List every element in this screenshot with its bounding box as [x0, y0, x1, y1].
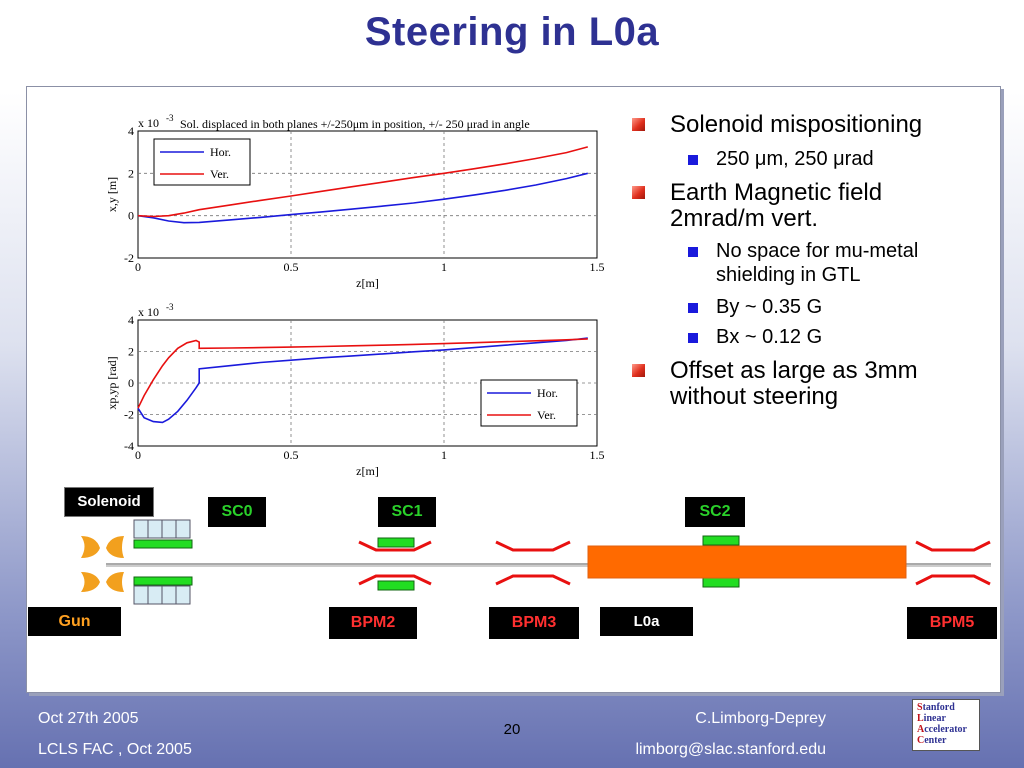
y-tick-label: -2 — [124, 251, 134, 265]
solenoid-coil-icon — [133, 519, 191, 605]
bullet-text: By ~ 0.35 G — [716, 296, 823, 318]
bullet-marker-icon — [632, 364, 645, 377]
scale-exponent: -3 — [166, 302, 174, 312]
label-sc2: SC2 — [685, 497, 745, 527]
scale-label: x 10 — [138, 305, 159, 319]
x-axis-label: z[m] — [356, 464, 379, 478]
label-solenoid: Solenoid — [64, 487, 154, 517]
footer-event: LCLS FAC , Oct 2005 — [38, 741, 192, 758]
legend-box — [153, 138, 251, 186]
label-l0a: L0a — [600, 607, 693, 636]
label-bpm5: BPM5 — [907, 607, 997, 639]
x-tick-label: 0.5 — [284, 260, 299, 274]
bullet-marker-icon — [688, 303, 698, 313]
bullet-marker-icon — [632, 186, 645, 199]
series-line-ver — [137, 338, 588, 409]
bullet-marker-icon — [688, 155, 698, 165]
x-tick-label: 1.5 — [590, 260, 605, 274]
bullet-text: without steering — [670, 383, 839, 410]
bullet-marker-icon — [632, 118, 645, 131]
scale-exponent: -3 — [166, 113, 174, 123]
x-axis-label: z[m] — [356, 276, 379, 290]
footer-email: limborg@slac.stanford.edu — [635, 741, 826, 758]
x-tick-label: 1.5 — [590, 448, 605, 462]
legend-label: Ver. — [210, 167, 229, 181]
x-tick-label: 0 — [135, 260, 141, 274]
page-number: 20 — [503, 721, 521, 738]
label-sc1: SC1 — [378, 497, 436, 527]
y-tick-label: 0 — [128, 376, 134, 390]
bullet-text: 250 μm, 250 μrad — [716, 148, 874, 170]
logo-line: Linear — [917, 713, 946, 724]
accelerator-section — [587, 545, 907, 579]
chart-title: Sol. displaced in both planes +/-250μm i… — [180, 117, 530, 131]
y-tick-label: -4 — [124, 439, 134, 453]
slide-title: Steering in L0a — [364, 10, 660, 54]
bullet-marker-icon — [688, 247, 698, 257]
x-tick-label: 1 — [441, 448, 447, 462]
legend-label: Ver. — [537, 408, 556, 422]
y-tick-label: 2 — [128, 166, 134, 180]
logo-line: Stanford — [917, 702, 955, 713]
bullet-text: Offset as large as 3mm — [670, 357, 918, 384]
legend-box — [480, 379, 578, 427]
y-axis-label: xp,yp [rad] — [105, 356, 119, 409]
series-line-hor — [137, 337, 588, 424]
angle-chart: 0 0.5 1 1.5 -4 -2 0 2 4 x 10 -3 z[m] xp,yp [rad] Hor.… — [105, 302, 605, 478]
x-tick-label: 0.5 — [284, 448, 299, 462]
bpm-icon — [358, 540, 991, 586]
corrector-magnet-icon — [133, 535, 740, 591]
y-tick-label: 4 — [128, 124, 134, 138]
legend-label: Hor. — [210, 145, 231, 159]
label-sc0: SC0 — [208, 497, 266, 527]
legend-label: Hor. — [537, 386, 558, 400]
series-line-hor — [137, 172, 588, 224]
y-tick-label: -2 — [124, 408, 134, 422]
logo-line: Accelerator — [917, 724, 967, 735]
bullet-text: Earth Magnetic field — [670, 179, 883, 206]
bullet-text: 2mrad/m vert. — [670, 205, 819, 232]
beamline-diagram — [81, 519, 991, 605]
bullet-marker-icon — [688, 333, 698, 343]
bullet-text: Bx ~ 0.12 G — [716, 326, 823, 348]
slac-logo: Stanford Linear Accelerator Center — [912, 699, 980, 751]
label-gun: Gun — [28, 607, 121, 636]
footer-date: Oct 27th 2005 — [38, 710, 139, 727]
label-bpm2: BPM2 — [329, 607, 417, 639]
bullet-text: No space for mu-metal — [716, 240, 919, 262]
series-line-ver — [137, 146, 589, 218]
bullet-text: Solenoid mispositioning — [670, 111, 923, 138]
x-tick-label: 1 — [441, 260, 447, 274]
gun-cavity-icon — [81, 536, 124, 592]
x-tick-label: 0 — [135, 448, 141, 462]
y-tick-label: 0 — [128, 209, 134, 223]
bullet-text: shielding in GTL — [716, 264, 861, 286]
y-axis-label: x,y [m] — [105, 177, 119, 212]
y-tick-label: 4 — [128, 313, 134, 327]
logo-line: Center — [917, 735, 947, 746]
y-tick-label: 2 — [128, 345, 134, 359]
footer-author: C.Limborg-Deprey — [695, 710, 826, 727]
scale-label: x 10 — [138, 116, 159, 130]
label-bpm3: BPM3 — [489, 607, 579, 639]
